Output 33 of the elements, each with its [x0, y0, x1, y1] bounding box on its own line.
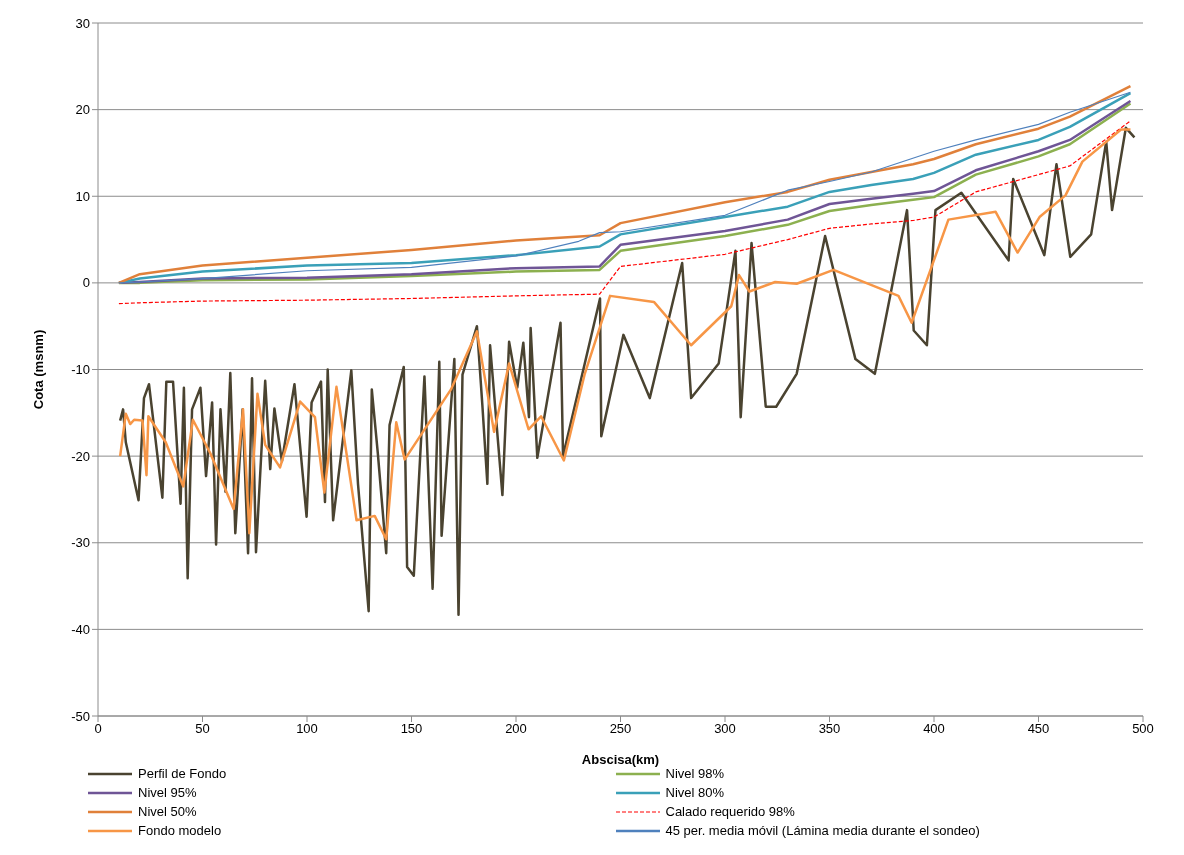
legend-label: Fondo modelo [138, 823, 222, 838]
y-tick-label: 10 [75, 188, 90, 204]
legend-label: Calado requerido 98% [665, 804, 795, 819]
line-series [118, 126, 1136, 616]
x-tick-label: 350 [818, 721, 841, 737]
legend-label: Nivel 98% [665, 766, 725, 781]
y-tick-label: -40 [71, 621, 90, 637]
y-tick-label: 30 [75, 15, 90, 31]
legend-label: Nivel 95% [138, 785, 197, 800]
x-tick-label: 200 [505, 721, 527, 737]
legend-label: Nivel 50% [138, 804, 197, 819]
line-series [118, 128, 1132, 541]
y-tick-label: -20 [71, 448, 90, 464]
x-tick-label: 400 [923, 721, 945, 737]
y-tick-label: 0 [82, 275, 90, 291]
x-tick-label: 250 [609, 721, 632, 737]
y-tick-label: -50 [71, 708, 90, 724]
x-tick-label: 450 [1027, 721, 1050, 737]
line-series [118, 120, 1132, 305]
x-tick-label: 300 [714, 721, 736, 737]
y-tick-label: -10 [71, 362, 90, 378]
x-tick-label: 100 [296, 721, 318, 737]
legend-label: 45 per. media móvil (Lámina media durante el sondeo) [665, 823, 980, 838]
x-tick-label: 50 [195, 721, 210, 737]
x-tick-label: 500 [1132, 721, 1154, 737]
legend-label: Nivel 80% [665, 785, 725, 800]
y-tick-label: 20 [75, 102, 90, 118]
legend-label: Perfil de Fondo [138, 766, 227, 781]
x-tick-label: 150 [400, 721, 423, 737]
x-axis-title: Abscisa(km) [581, 752, 660, 767]
y-axis-title: Cota (msnm) [30, 329, 46, 410]
x-tick-label: 0 [94, 721, 102, 737]
y-tick-label: -30 [71, 535, 90, 551]
